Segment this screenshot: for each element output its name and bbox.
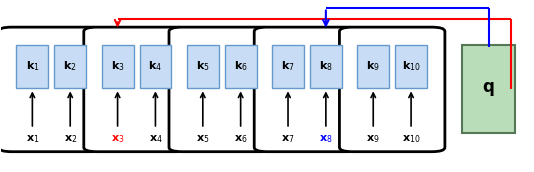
Text: $\mathbf{x}_{4}$: $\mathbf{x}_{4}$	[148, 133, 162, 145]
FancyBboxPatch shape	[357, 45, 389, 88]
Text: $\mathbf{x}_{8}$: $\mathbf{x}_{8}$	[319, 133, 333, 145]
FancyBboxPatch shape	[139, 45, 171, 88]
FancyBboxPatch shape	[310, 45, 342, 88]
FancyBboxPatch shape	[169, 27, 274, 152]
Text: $\mathbf{k}_{6}$: $\mathbf{k}_{6}$	[234, 59, 248, 73]
Text: $\mathbf{x}_{3}$: $\mathbf{x}_{3}$	[111, 133, 124, 145]
Text: $\mathbf{k}_{5}$: $\mathbf{k}_{5}$	[196, 59, 210, 73]
Text: $\mathbf{k}_{4}$: $\mathbf{k}_{4}$	[148, 59, 162, 73]
Text: $\mathbf{x}_{5}$: $\mathbf{x}_{5}$	[196, 133, 209, 145]
FancyBboxPatch shape	[225, 45, 256, 88]
Text: $\mathbf{x}_{2}$: $\mathbf{x}_{2}$	[64, 133, 77, 145]
Text: $\mathbf{x}_{1}$: $\mathbf{x}_{1}$	[26, 133, 39, 145]
FancyBboxPatch shape	[395, 45, 427, 88]
Text: $\mathbf{k}_{8}$: $\mathbf{k}_{8}$	[319, 59, 333, 73]
FancyBboxPatch shape	[340, 27, 445, 152]
FancyBboxPatch shape	[54, 45, 86, 88]
Text: $\mathbf{k}_{10}$: $\mathbf{k}_{10}$	[402, 59, 420, 73]
Text: $\mathbf{x}_{10}$: $\mathbf{x}_{10}$	[402, 133, 420, 145]
FancyBboxPatch shape	[101, 45, 134, 88]
FancyBboxPatch shape	[84, 27, 189, 152]
Text: $\mathbf{k}_{7}$: $\mathbf{k}_{7}$	[281, 59, 295, 73]
FancyBboxPatch shape	[462, 45, 515, 133]
FancyBboxPatch shape	[17, 45, 48, 88]
FancyBboxPatch shape	[272, 45, 304, 88]
FancyBboxPatch shape	[0, 27, 104, 152]
FancyBboxPatch shape	[254, 27, 360, 152]
Text: $\mathbf{k}_{2}$: $\mathbf{k}_{2}$	[64, 59, 77, 73]
Text: $\mathbf{x}_{6}$: $\mathbf{x}_{6}$	[234, 133, 247, 145]
Text: $\mathbf{k}_{1}$: $\mathbf{k}_{1}$	[26, 59, 39, 73]
Text: $\mathbf{k}_{3}$: $\mathbf{k}_{3}$	[111, 59, 124, 73]
Text: $\mathbf{x}_{9}$: $\mathbf{x}_{9}$	[366, 133, 380, 145]
FancyBboxPatch shape	[187, 45, 219, 88]
Text: $\mathbf{q}$: $\mathbf{q}$	[482, 80, 495, 98]
Text: $\mathbf{k}_{9}$: $\mathbf{k}_{9}$	[366, 59, 380, 73]
Text: $\mathbf{x}_{7}$: $\mathbf{x}_{7}$	[281, 133, 295, 145]
